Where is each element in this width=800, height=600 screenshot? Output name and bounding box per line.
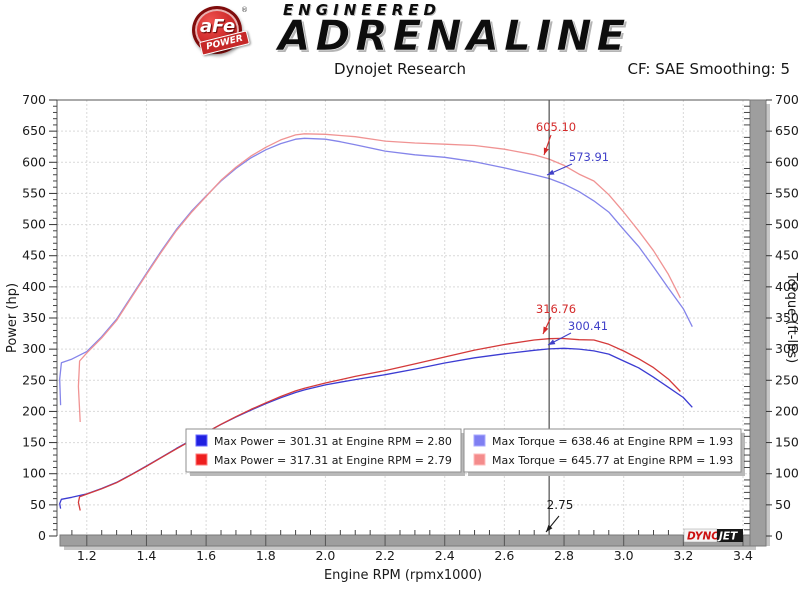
y-right-tick-label: 100 <box>775 466 799 481</box>
annotation-value: 300.41 <box>568 319 608 333</box>
annotation: 573.91 <box>546 150 609 176</box>
x-tick-label: 2.0 <box>315 548 335 563</box>
y-right-axis-title: Torque (ft-lbs) <box>784 272 799 363</box>
legend-box: Max Torque = 638.46 at Engine RPM = 1.93… <box>463 428 745 476</box>
series-torque_upgrade_red <box>77 133 681 423</box>
axes: 1.2 1.4 1.6 1.8 2.0 2.2 2.4 2.6 2.8 3.0 3.2 3.4 0 0 50… <box>5 92 799 583</box>
y-left-tick-label: 300 <box>22 341 46 356</box>
annotation-arrowhead <box>548 339 556 345</box>
y-right-tick-label: 350 <box>775 310 799 325</box>
registered-mark: ® <box>241 6 248 14</box>
y-left-tick-label: 400 <box>22 279 46 294</box>
annotation-value: 573.91 <box>569 150 609 164</box>
annotation-arrowhead <box>543 147 549 155</box>
y-right-tick-label: 600 <box>775 154 799 169</box>
legend-label: Max Power = 317.31 at Engine RPM = 2.79 <box>214 454 452 467</box>
y-left-tick-label: 350 <box>22 310 46 325</box>
y-left-tick-label: 450 <box>22 248 46 263</box>
y-right-tick-label: 300 <box>775 341 799 356</box>
y-right-tick-label: 700 <box>775 92 799 107</box>
data-series <box>59 133 693 511</box>
x-tick-label: 1.8 <box>256 548 276 563</box>
y-right-tick-label: 550 <box>775 185 799 200</box>
y-right-tick-label: 150 <box>775 435 799 450</box>
legend-swatch <box>473 434 486 447</box>
y-left-tick-label: 200 <box>22 403 46 418</box>
y-left-tick-label: 150 <box>22 435 46 450</box>
x-tick-label: 2.6 <box>494 548 514 563</box>
x-axis-shadow <box>64 546 756 550</box>
x-tick-label: 2.8 <box>554 548 574 563</box>
legend-label: Max Power = 301.31 at Engine RPM = 2.80 <box>214 435 452 448</box>
x-axis-bar <box>59 534 757 547</box>
y-left-tick-label: 50 <box>30 497 46 512</box>
y-right-bar <box>749 99 767 547</box>
y-right-tick-label: 450 <box>775 248 799 263</box>
series-power_upgrade_red <box>77 337 681 511</box>
x-tick-label: 3.2 <box>673 548 693 563</box>
y-right-tick-label: 650 <box>775 123 799 138</box>
chart-title: Dynojet Research <box>334 60 466 78</box>
x-tick-label: 3.4 <box>733 548 753 563</box>
annotation-arrowhead <box>547 169 555 175</box>
y-right-tick-label: 400 <box>775 279 799 294</box>
y-left-tick-label: 550 <box>22 185 46 200</box>
y-left-tick-label: 100 <box>22 466 46 481</box>
y-left-tick-label: 250 <box>22 372 46 387</box>
legend-frame <box>463 428 742 473</box>
x-tick-label: 1.2 <box>77 548 97 563</box>
dynojet-logo-text1: DYNO <box>687 531 720 543</box>
annotation-value: 316.76 <box>536 302 576 316</box>
x-tick-label: 1.6 <box>196 548 216 563</box>
y-left-tick-label: 650 <box>22 123 46 138</box>
y-right-shadow <box>766 104 770 546</box>
header: aFe ® POWER ENGINEERED ADRENALINE Dynoje… <box>0 0 800 92</box>
annotation: 605.10 <box>536 120 576 156</box>
y-right-tick-label: 250 <box>775 372 799 387</box>
y-left-tick-label: 600 <box>22 154 46 169</box>
legend-label: Max Torque = 645.77 at Engine RPM = 1.93 <box>492 454 733 467</box>
smoothing-label: CF: SAE Smoothing: 5 <box>627 60 790 78</box>
legend-swatch <box>195 434 208 447</box>
brand-line2: ADRENALINE <box>278 11 631 60</box>
afe-badge-text: aFe <box>200 16 236 37</box>
y-left-tick-label: 700 <box>22 92 46 107</box>
x-tick-label: 2.4 <box>435 548 455 563</box>
y-right-tick-label: 50 <box>775 497 791 512</box>
brand-line1: ENGINEERED <box>283 1 441 19</box>
y-left-tick-label: 0 <box>38 528 46 543</box>
x-axis-title: Engine RPM (rpmx1000) <box>324 568 482 583</box>
legend-frame <box>185 428 462 473</box>
y-left-tick-label: 500 <box>22 217 46 232</box>
legend: Max Power = 301.31 at Engine RPM = 2.80 M… <box>185 428 745 476</box>
annotation: 316.76 <box>536 302 576 335</box>
y-right-tick-label: 0 <box>775 528 783 543</box>
x-tick-label: 2.2 <box>375 548 395 563</box>
annotation-arrowhead <box>546 524 553 532</box>
x-tick-label: 1.4 <box>137 548 157 563</box>
cursor-callout: 2.75 <box>545 498 574 533</box>
legend-label: Max Torque = 638.46 at Engine RPM = 1.93 <box>492 435 733 448</box>
legend-swatch <box>473 453 486 466</box>
y-left-axis-title: Power (hp) <box>5 283 20 353</box>
cursor-value: 2.75 <box>547 498 574 512</box>
legend-box: Max Power = 301.31 at Engine RPM = 2.80 M… <box>185 428 465 476</box>
y-right-tick-label: 200 <box>775 403 799 418</box>
annotations: 605.10 573.91 316.76 300.41 2.75 <box>536 120 609 533</box>
annotation-arrowhead <box>543 326 549 334</box>
brand-wordmark: ENGINEERED ADRENALINE <box>278 1 631 60</box>
series-torque_baseline_blue <box>59 137 693 406</box>
x-tick-label: 3.0 <box>614 548 634 563</box>
legend-swatch <box>195 453 208 466</box>
y-right-tick-label: 500 <box>775 217 799 232</box>
dynojet-logo-badge <box>717 529 743 542</box>
annotation-value: 605.10 <box>536 120 576 134</box>
dynojet-logo-text2: JET <box>717 531 738 543</box>
afe-power-logo: aFe ® POWER <box>192 6 251 56</box>
annotation: 300.41 <box>547 319 608 346</box>
